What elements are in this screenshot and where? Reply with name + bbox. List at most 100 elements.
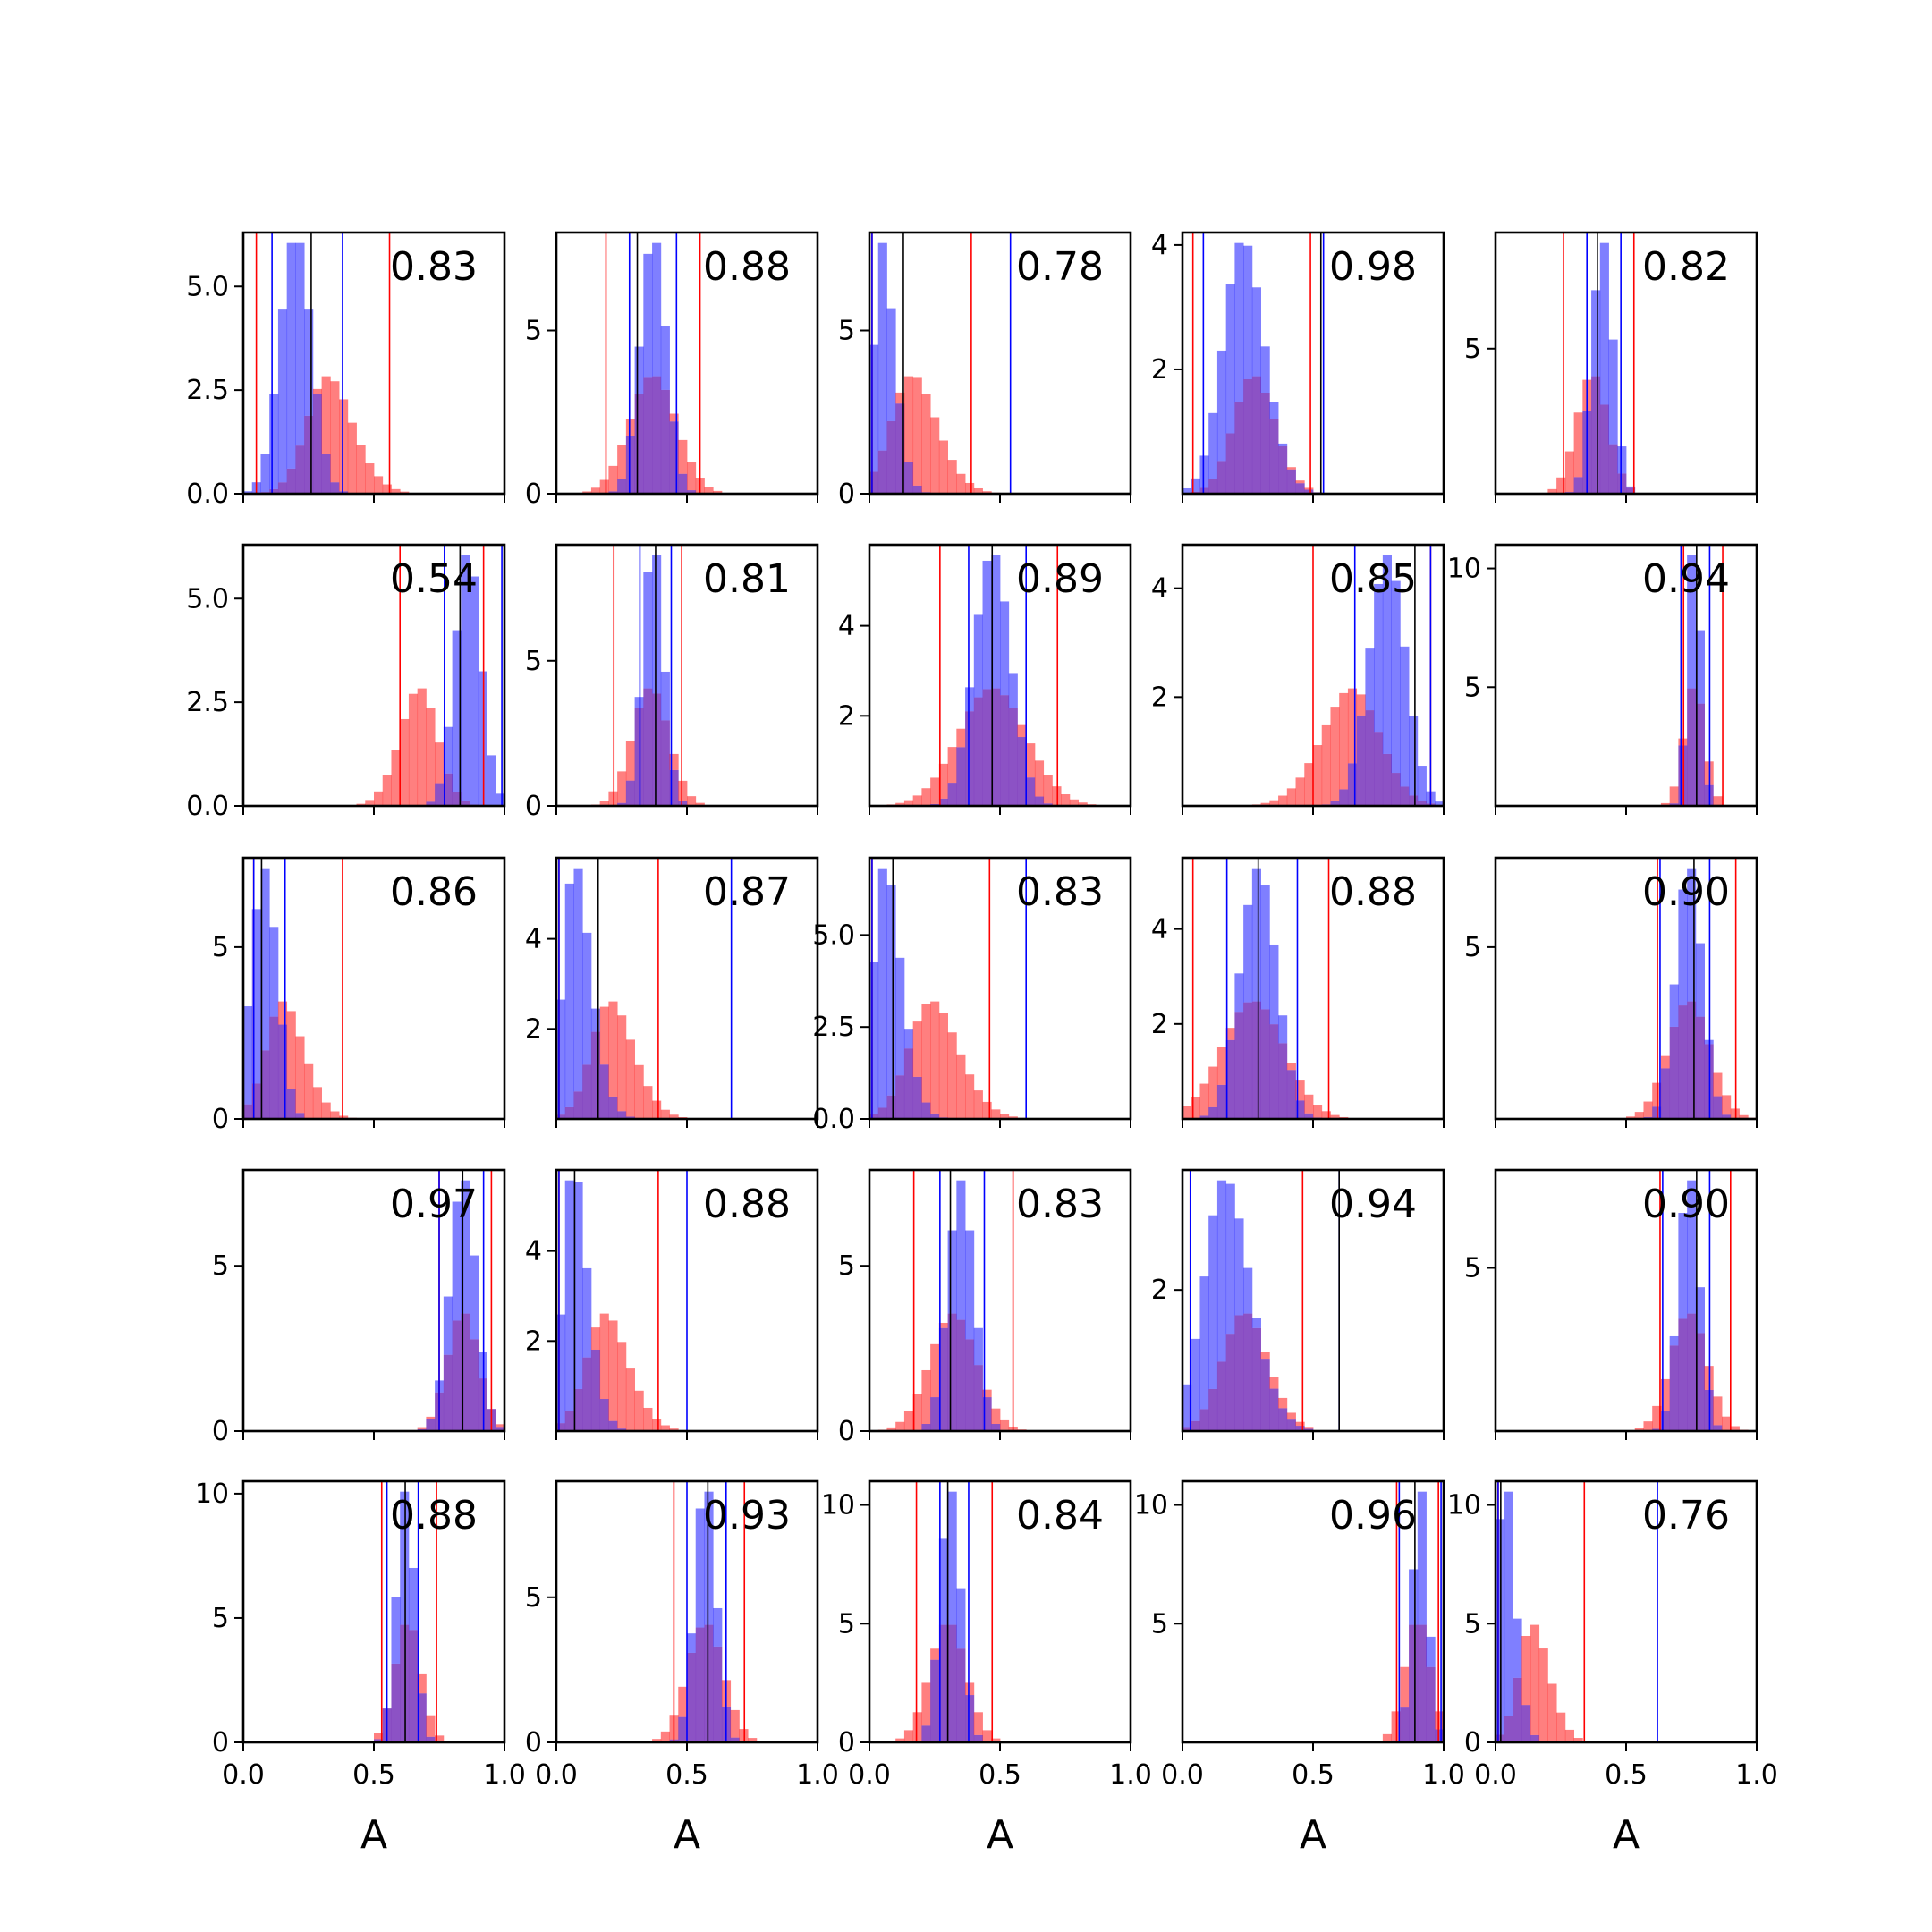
histogram-bar-red — [956, 728, 966, 748]
histogram-bar-red — [895, 1738, 905, 1742]
histogram-bar-blue — [1599, 242, 1609, 405]
histogram-bar-overlap — [1199, 1409, 1209, 1431]
histogram-bar-overlap — [704, 1624, 714, 1742]
histogram-bar-overlap — [452, 1320, 462, 1431]
histogram-bar-red — [930, 1343, 940, 1398]
panel: 50.82 — [1464, 231, 1758, 503]
histogram-bar-overlap — [1330, 801, 1340, 806]
y-tick-label: 0.0 — [812, 1104, 855, 1135]
histogram-bar-blue — [973, 614, 983, 698]
x-tick-label: 0.0 — [1161, 1759, 1204, 1791]
panel-value-label: 0.54 — [390, 556, 478, 602]
histogram-bar-blue — [877, 868, 887, 1108]
histogram-bar-overlap — [1008, 708, 1018, 806]
histogram-bar-red — [730, 1709, 740, 1738]
y-tick-label: 10 — [1447, 554, 1481, 585]
histogram-bar-overlap — [1208, 479, 1218, 494]
histogram-bar-overlap — [991, 1423, 1001, 1431]
histogram-bar-red — [938, 1013, 948, 1118]
histogram-bar-overlap — [1713, 1096, 1723, 1119]
histogram-bar-red — [312, 1087, 322, 1119]
histogram-bar-red — [356, 445, 366, 494]
histogram-bar-overlap — [1225, 433, 1235, 494]
histogram-bar-red — [1269, 1377, 1279, 1389]
histogram-bar-red — [652, 1100, 662, 1119]
x-tick-label: 0.0 — [1474, 1759, 1517, 1791]
histogram-bar-blue — [1513, 1618, 1522, 1678]
histogram-bar-red — [617, 771, 627, 803]
y-tick-label: 5 — [525, 316, 542, 347]
histogram-bar-red — [930, 1001, 940, 1114]
histogram-bar-overlap — [869, 1114, 879, 1119]
histogram-bar-red — [608, 1001, 618, 1097]
histogram-bar-red — [1000, 1114, 1010, 1119]
histogram-bar-blue — [269, 927, 279, 1017]
histogram-bar-blue — [243, 491, 253, 494]
y-tick-label: 5 — [1464, 1253, 1481, 1284]
panel-value-label: 0.88 — [703, 1182, 791, 1227]
histogram-bar-red — [1660, 1378, 1671, 1411]
histogram-bar-blue — [643, 572, 653, 689]
x-tick-label: 1.0 — [1422, 1759, 1465, 1791]
histogram-bar-red — [1295, 480, 1305, 484]
histogram-bar-red — [947, 1032, 957, 1119]
histogram-bar-overlap — [625, 436, 635, 494]
histogram-bar-red — [1295, 1080, 1305, 1101]
histogram-bar-blue — [1374, 583, 1384, 733]
histogram-bar-blue — [903, 1029, 914, 1049]
histogram-bar-blue — [1243, 245, 1253, 379]
y-tick-label: 5 — [212, 932, 229, 963]
histogram-bar-red — [1713, 1072, 1723, 1097]
histogram-bar-blue — [869, 344, 879, 472]
histogram-bar-red — [1304, 487, 1314, 490]
panel-value-label: 0.89 — [1016, 556, 1104, 602]
histogram-bar-blue — [582, 932, 592, 1065]
histogram-bar-overlap — [695, 1627, 705, 1742]
histogram-bar-overlap — [1243, 1313, 1253, 1431]
histogram-bar-blue — [556, 999, 566, 1115]
histogram-bar-blue — [1269, 944, 1279, 1025]
histogram-bar-overlap — [608, 491, 618, 494]
histogram-bar-red — [1739, 1114, 1749, 1119]
histogram-bar-overlap — [930, 1113, 940, 1119]
histogram-bar-blue — [260, 454, 270, 493]
histogram-bar-red — [652, 1739, 662, 1742]
histogram-bar-overlap — [991, 688, 1001, 806]
histogram-bar-blue — [965, 1230, 975, 1340]
histogram-bar-overlap — [286, 1089, 296, 1119]
histogram-bar-red — [704, 487, 714, 494]
histogram-bar-red — [903, 376, 914, 462]
histogram-bar-red — [903, 800, 914, 806]
histogram-bar-overlap — [556, 1114, 566, 1119]
histogram-bar-overlap — [1382, 753, 1392, 806]
histogram-bar-overlap — [930, 1397, 940, 1431]
histogram-bar-overlap — [295, 445, 305, 494]
histogram-bar-red — [660, 1425, 670, 1431]
histogram-bar-red — [1286, 788, 1296, 806]
panel-value-label: 0.83 — [1016, 1182, 1104, 1227]
histogram-bar-red — [1069, 799, 1079, 806]
histogram-bar-red — [713, 490, 723, 494]
y-tick-label: 5.0 — [812, 919, 855, 951]
histogram-bar-overlap — [921, 1725, 931, 1742]
histogram-bar-blue — [956, 1588, 966, 1649]
histogram-bar-overlap — [1365, 710, 1375, 806]
y-tick-label: 5 — [212, 1250, 229, 1282]
histogram-bar-red — [496, 1424, 505, 1428]
histogram-bar-overlap — [895, 1075, 905, 1119]
histogram-bar-overlap — [590, 1031, 601, 1119]
histogram-bar-red — [1043, 775, 1053, 804]
histogram-bar-overlap — [321, 454, 331, 494]
y-tick-label: 2.5 — [186, 687, 229, 718]
histogram-bar-blue — [1225, 1183, 1235, 1335]
histogram-bar-red — [895, 802, 905, 806]
histogram-bar-overlap — [669, 421, 679, 494]
histogram-bar-red — [921, 788, 931, 806]
histogram-bar-overlap — [1391, 773, 1401, 806]
histogram-bar-blue — [965, 687, 975, 712]
histogram-bar-overlap — [374, 1739, 384, 1742]
y-tick-label: 2.5 — [812, 1012, 855, 1043]
histogram-bar-red — [1722, 1095, 1732, 1115]
histogram-bar-overlap — [973, 1365, 983, 1431]
